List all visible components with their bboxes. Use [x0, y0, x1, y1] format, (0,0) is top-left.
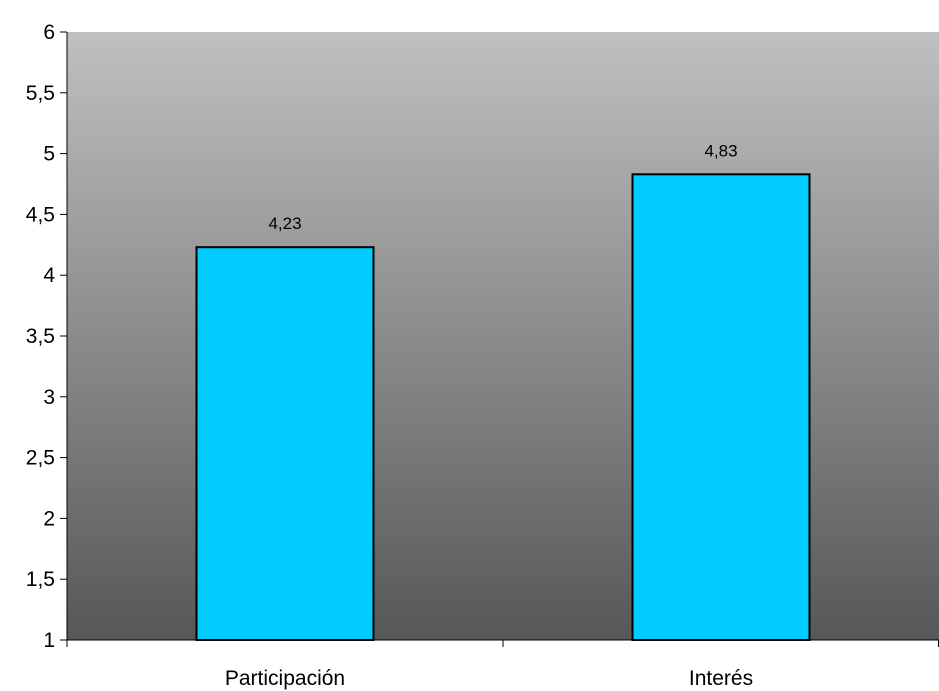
y-tick-label: 5 [43, 143, 55, 166]
y-tick-label: 3,5 [26, 325, 55, 348]
bar [195, 246, 375, 641]
y-tick-label: 2,5 [26, 447, 55, 470]
y-tick-label: 1,5 [26, 568, 55, 591]
data-label: 4,83 [704, 141, 737, 160]
x-axis: Participación Interés [66, 639, 939, 690]
bar-series [195, 173, 811, 642]
y-tick-label: 6 [43, 21, 55, 44]
y-axis: 1 1,5 2 2,5 3 3,5 4 4,5 5 5,5 6 [26, 21, 68, 652]
y-tick-label: 4 [43, 264, 55, 287]
data-label-group: 4,23 4,83 [268, 141, 737, 233]
y-tick-label: 5,5 [26, 82, 55, 105]
y-tick-label: 4,5 [26, 203, 55, 226]
category-label: Interés [689, 667, 753, 690]
data-label: 4,23 [268, 214, 301, 233]
category-label: Participación [225, 667, 345, 690]
y-tick-label: 3 [43, 386, 55, 409]
y-tick-label: 2 [43, 507, 55, 530]
y-tick-label: 1 [43, 629, 55, 652]
bar [631, 173, 811, 642]
